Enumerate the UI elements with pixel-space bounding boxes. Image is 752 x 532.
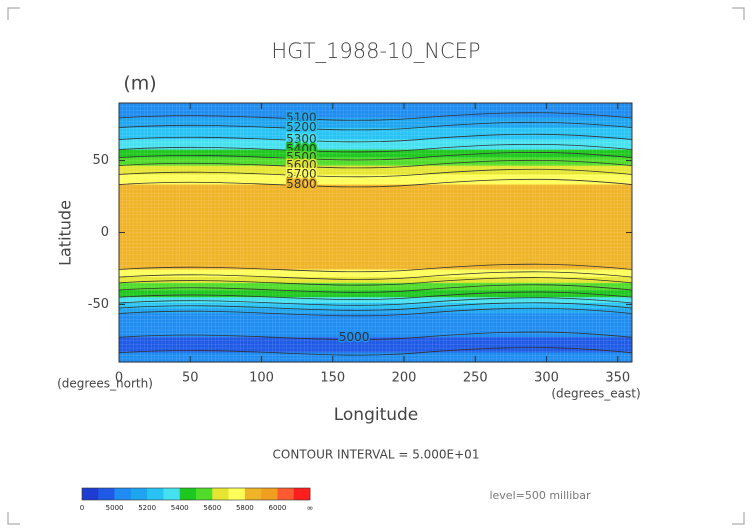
contour-line	[118, 307, 633, 317]
x-tick-label: 200	[392, 371, 417, 386]
x-tick-label: 100	[249, 371, 274, 386]
level-label: level=500 millibar	[489, 489, 591, 502]
y-tick-label: -50	[88, 297, 109, 312]
contour-line	[118, 347, 633, 356]
colorbar-swatch	[163, 488, 181, 500]
contour-label: 5800	[286, 177, 317, 191]
colorbar-tick-label: 5800	[236, 504, 254, 512]
contour-line	[118, 263, 633, 273]
chart-title: HGT_1988-10_NCEP	[271, 39, 480, 63]
x-tick-label: 50	[182, 371, 199, 386]
colorbar-swatch	[244, 488, 262, 500]
contour-label: 5000	[339, 330, 370, 344]
contour-interval: CONTOUR INTERVAL = 5.000E+01	[273, 448, 480, 462]
contour-label: 5400	[286, 142, 317, 156]
contour-label: 5700	[286, 167, 317, 181]
colorbar-swatch	[293, 488, 311, 500]
contour-line	[118, 284, 633, 293]
units: (m)	[123, 73, 156, 95]
contour-line	[118, 143, 633, 153]
contour-line	[118, 121, 633, 131]
colorbar-swatch	[147, 488, 164, 500]
colorbar-tick-label: 0	[80, 504, 84, 512]
contour-line	[118, 271, 633, 280]
contour-line	[118, 112, 633, 121]
contour-line	[118, 302, 633, 311]
contour-line	[118, 291, 633, 300]
colorbar-swatch	[212, 488, 229, 500]
contour-line	[118, 331, 633, 341]
colorbar-end-label: ∞	[307, 504, 314, 513]
colorbar-swatch	[228, 488, 246, 500]
x-tick-label: 150	[320, 371, 345, 386]
y-axis-label: Latitude	[56, 200, 75, 266]
colorbar-swatch	[82, 488, 99, 500]
x-tick-label: 300	[534, 371, 559, 386]
colorbar-swatch	[196, 488, 213, 500]
x-tick-label: 250	[463, 371, 488, 386]
colorbar-tick-label: 5000	[106, 504, 124, 512]
contour-line	[118, 297, 633, 306]
mesh	[119, 103, 632, 362]
contour-line	[118, 159, 633, 169]
contour-line	[118, 168, 633, 178]
colorbar-swatch	[130, 488, 148, 500]
contour-line	[118, 277, 633, 286]
colorbar-tick-label: 5600	[203, 504, 221, 512]
colorbar-tick-label: 5200	[138, 504, 156, 512]
x-tick-label: 0	[115, 371, 123, 386]
colorbar-swatch	[98, 488, 115, 500]
y-tick-label: 0	[101, 225, 109, 240]
colorbar-swatch	[277, 488, 295, 500]
contour-line	[118, 178, 633, 188]
contour-label: 5600	[286, 158, 317, 172]
colorbar-tick-label: 6000	[269, 504, 287, 512]
y-tick-label: 50	[92, 153, 109, 168]
contour-line	[118, 152, 633, 161]
colorbar-frame	[81, 487, 311, 501]
contour-label: 5500	[286, 150, 317, 164]
contour-label: 5200	[286, 120, 317, 134]
colorbar-tick-label: 5400	[171, 504, 189, 512]
contour-line	[118, 133, 633, 143]
colorbar-swatch	[114, 488, 132, 500]
y-units: (degrees_north)	[57, 377, 153, 391]
contour-label: 5300	[286, 132, 317, 146]
x-axis-label: Longitude	[334, 405, 419, 425]
contour-label: 5100	[286, 110, 317, 124]
x-tick-label: 350	[605, 371, 630, 386]
colorbar-swatch	[179, 488, 197, 500]
x-units: (degrees_east)	[551, 387, 640, 401]
colorbar-swatch	[261, 488, 278, 500]
corner-marks	[7, 7, 745, 525]
